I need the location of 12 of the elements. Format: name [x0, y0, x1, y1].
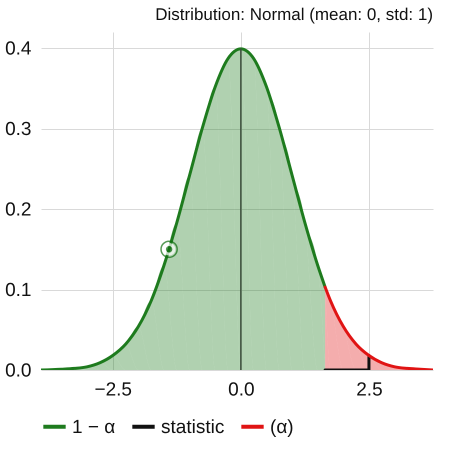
legend-label: statistic: [161, 416, 224, 438]
legend-label: 1 − α: [72, 416, 116, 438]
x-tick-label: 2.5: [356, 380, 383, 400]
y-tick-label: 0.1: [5, 280, 32, 302]
y-tick-label: 0.2: [5, 200, 32, 221]
chart-title: Distribution: Normal (mean: 0, std: 1): [155, 5, 433, 24]
x-tick-label: 0.0: [228, 380, 255, 400]
y-tick-label: 0.0: [5, 360, 32, 382]
y-tick-label: 0.3: [5, 119, 32, 140]
x-tick-label: −2.5: [94, 380, 132, 400]
y-tick-label: 0.4: [5, 38, 32, 60]
legend-label: (α): [270, 416, 294, 438]
